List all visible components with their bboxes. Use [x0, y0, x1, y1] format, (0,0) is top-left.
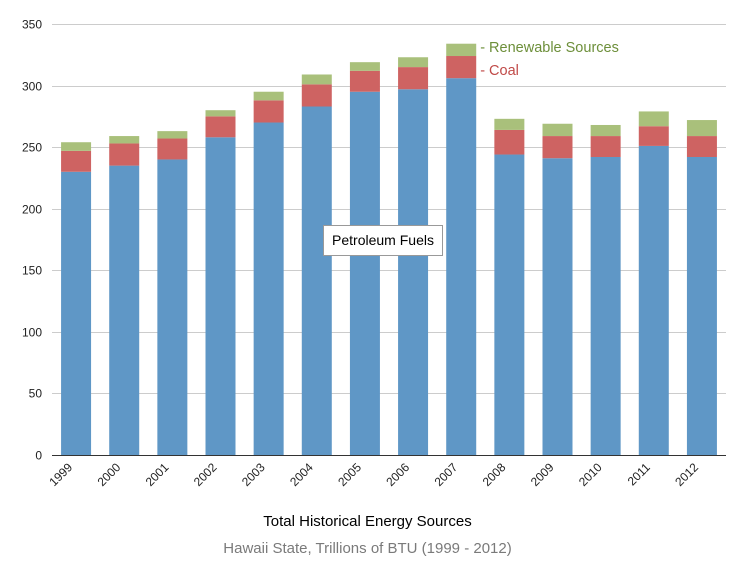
bar-segment-coal — [349, 70, 380, 92]
x-tick-label: 2012 — [672, 460, 701, 489]
bar-segment-renewable-sources — [205, 110, 236, 117]
bar-segment-renewable-sources — [638, 111, 669, 127]
bar-segment-coal — [686, 136, 717, 157]
bar-segment-petroleum-fuels — [109, 165, 140, 455]
bar-segment-petroleum-fuels — [542, 158, 573, 455]
x-tick-label: 2006 — [383, 460, 412, 489]
bar-segment-petroleum-fuels — [686, 156, 717, 455]
bar-segment-renewable-sources — [398, 57, 429, 68]
bar-segment-petroleum-fuels — [157, 159, 188, 455]
y-tick-label: 250 — [22, 141, 42, 155]
bar-segment-renewable-sources — [686, 120, 717, 137]
y-tick-label: 0 — [35, 449, 42, 463]
chart-subtitle: Hawaii State, Trillions of BTU (1999 - 2… — [223, 540, 512, 557]
x-tick-label: 2001 — [143, 460, 172, 489]
x-tick-label: 2004 — [287, 460, 316, 489]
bar-segment-coal — [157, 138, 188, 160]
bar-segment-renewable-sources — [494, 118, 525, 130]
bar-segment-renewable-sources — [157, 131, 188, 139]
x-tick-label: 2002 — [191, 460, 220, 489]
x-tick-label: 2008 — [480, 460, 509, 489]
bar-segment-coal — [494, 129, 525, 155]
bar-segment-petroleum-fuels — [205, 137, 236, 455]
bar-segment-petroleum-fuels — [349, 91, 380, 455]
bar-segment-renewable-sources — [301, 74, 332, 85]
y-tick-label: 50 — [29, 387, 43, 401]
bar-segment-coal — [109, 143, 140, 166]
bar-segment-coal — [446, 56, 477, 79]
y-tick-label: 300 — [22, 80, 42, 94]
bar-segment-petroleum-fuels — [398, 89, 429, 455]
legend: - Renewable Sources - Coal — [480, 40, 619, 79]
y-tick-label: 100 — [22, 326, 42, 340]
x-tick-label: 2003 — [239, 460, 268, 489]
x-tick-label: 2009 — [528, 460, 557, 489]
bar-segment-coal — [590, 136, 621, 157]
bar-segment-renewable-sources — [349, 62, 380, 71]
bar-segment-petroleum-fuels — [301, 106, 332, 456]
bar-segment-renewable-sources — [109, 136, 140, 144]
x-axis-ticks: 1999 2000 2001 2002 2003 2004 2005 2006 2007 2008… — [46, 460, 701, 489]
x-tick-label: 2007 — [432, 460, 461, 489]
y-tick-label: 350 — [22, 18, 42, 32]
bar-segment-petroleum-fuels — [446, 78, 477, 455]
x-tick-label: 2011 — [625, 460, 653, 488]
x-tick-label: 2010 — [576, 460, 605, 489]
bar-segment-renewable-sources — [253, 91, 284, 101]
bar-segment-petroleum-fuels — [590, 156, 621, 455]
petroleum-label-box — [323, 225, 443, 256]
x-tick-label: 2000 — [95, 460, 124, 489]
bar-segment-coal — [205, 116, 236, 138]
bars — [61, 43, 717, 456]
x-tick-label: 2005 — [335, 460, 364, 489]
bar-segment-coal — [638, 126, 669, 146]
bar-segment-petroleum-fuels — [253, 122, 284, 455]
bar-segment-petroleum-fuels — [638, 145, 669, 455]
y-axis-ticks: 0 50 100 150 200 250 300 350 — [22, 18, 42, 463]
bar-segment-renewable-sources — [542, 123, 573, 137]
bar-segment-petroleum-fuels — [494, 154, 525, 455]
bar-segment-renewable-sources — [590, 124, 621, 137]
x-tick-label: 1999 — [46, 460, 75, 489]
y-tick-label: 200 — [22, 203, 42, 217]
petroleum-label-text: Petroleum Fuels — [332, 232, 434, 248]
bar-segment-petroleum-fuels — [61, 171, 92, 455]
chart-title: Total Historical Energy Sources — [263, 513, 472, 530]
bar-segment-coal — [61, 150, 92, 172]
bar-segment-coal — [253, 100, 284, 123]
bar-segment-coal — [542, 136, 573, 159]
legend-entry: - Renewable Sources — [480, 40, 619, 56]
y-tick-label: 150 — [22, 264, 42, 278]
bar-segment-renewable-sources — [61, 142, 92, 151]
bar-segment-renewable-sources — [446, 43, 477, 57]
bar-segment-coal — [398, 67, 429, 90]
petroleum-label: Petroleum Fuels — [323, 225, 443, 256]
legend-entry: - Coal — [480, 63, 519, 79]
bar-segment-coal — [301, 84, 332, 107]
